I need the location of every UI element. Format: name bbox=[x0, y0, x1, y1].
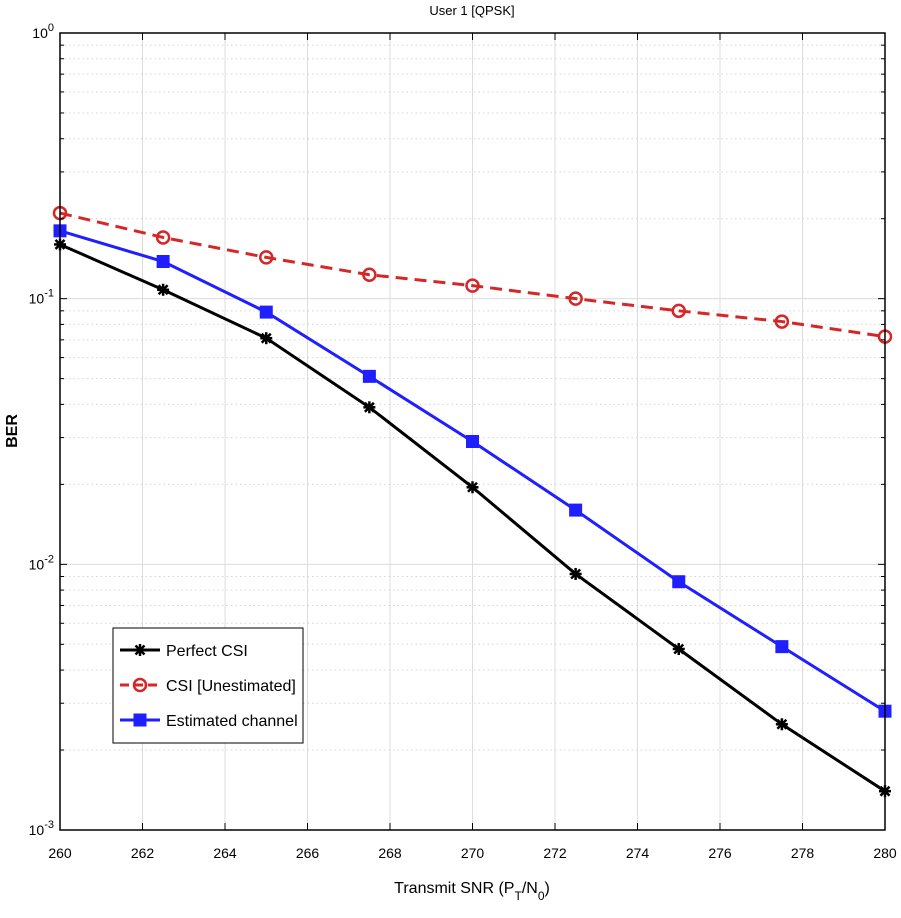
x-tick-label: 270 bbox=[461, 845, 485, 861]
legend-label: Estimated channel bbox=[166, 713, 298, 730]
legend-marker bbox=[133, 713, 147, 727]
legend: Perfect CSI CSI [Unestimated] Estimated ch… bbox=[112, 627, 304, 744]
marker-stroke bbox=[157, 284, 169, 296]
series-group bbox=[52, 205, 893, 798]
data-point bbox=[672, 575, 686, 589]
marker-stroke bbox=[363, 401, 375, 413]
y-tick-label: 10-2 bbox=[29, 553, 54, 572]
series-1 bbox=[52, 205, 893, 344]
data-point bbox=[671, 303, 686, 319]
marker-stroke bbox=[673, 643, 685, 655]
y-tick-label: 10-3 bbox=[29, 819, 54, 838]
x-tick-label: 262 bbox=[131, 845, 155, 861]
x-tick-label: 276 bbox=[708, 845, 732, 861]
marker-stroke bbox=[467, 481, 478, 493]
legend-marker bbox=[132, 677, 148, 693]
data-point bbox=[260, 332, 273, 345]
data-point bbox=[362, 267, 377, 283]
x-tick-label: 264 bbox=[213, 845, 237, 861]
x-tick-label: 260 bbox=[48, 845, 72, 861]
data-point bbox=[466, 434, 479, 448]
series-line bbox=[59, 211, 886, 339]
data-point bbox=[259, 305, 273, 319]
y-tick-label: 10-1 bbox=[29, 288, 54, 307]
data-point bbox=[775, 640, 789, 654]
marker-stroke bbox=[260, 332, 272, 344]
x-tick-label: 274 bbox=[626, 845, 650, 861]
x-tick-label: 268 bbox=[378, 845, 402, 861]
data-point bbox=[155, 230, 171, 245]
chart-title: User 1 [QPSK] bbox=[429, 3, 514, 18]
y-tick-label: 100 bbox=[32, 22, 54, 41]
data-point bbox=[568, 291, 583, 306]
data-point bbox=[775, 718, 788, 731]
legend-marker bbox=[134, 644, 146, 656]
x-axis-title: Transmit SNR (PT/N0) bbox=[394, 880, 550, 903]
series-0 bbox=[54, 238, 891, 798]
data-point bbox=[569, 503, 583, 517]
data-point bbox=[774, 314, 790, 329]
data-point bbox=[157, 283, 170, 296]
y-tick-labels: 100 10-1 10-2 10-3 bbox=[29, 22, 54, 838]
legend-entry: Perfect CSI bbox=[120, 643, 248, 660]
legend-label: Perfect CSI bbox=[166, 643, 248, 660]
data-point bbox=[156, 255, 170, 269]
x-tick-label: 278 bbox=[791, 845, 815, 861]
marker-stroke bbox=[776, 718, 788, 730]
x-tick-label: 280 bbox=[873, 845, 897, 861]
legend-entries: Perfect CSI CSI [Unestimated] Estimated ch… bbox=[120, 643, 298, 730]
data-point bbox=[362, 369, 376, 383]
legend-entry: CSI [Unestimated] bbox=[120, 677, 296, 695]
marker-stroke bbox=[134, 644, 146, 656]
x-tick-label: 272 bbox=[543, 845, 567, 861]
x-tick-labels: 260 262 264 266 268 270 272 274 276 278 280 bbox=[48, 845, 897, 861]
data-point bbox=[259, 250, 274, 265]
data-point bbox=[465, 278, 480, 293]
data-point bbox=[466, 481, 479, 494]
x-tick-label: 266 bbox=[296, 845, 320, 861]
data-point bbox=[672, 643, 685, 656]
data-point bbox=[569, 567, 582, 580]
data-point bbox=[363, 401, 376, 414]
marker-stroke bbox=[570, 568, 582, 580]
legend-entry: Estimated channel bbox=[120, 713, 298, 730]
tick-marks bbox=[59, 33, 886, 831]
y-axis-title: BER bbox=[4, 414, 21, 448]
legend-label: CSI [Unestimated] bbox=[166, 678, 296, 695]
